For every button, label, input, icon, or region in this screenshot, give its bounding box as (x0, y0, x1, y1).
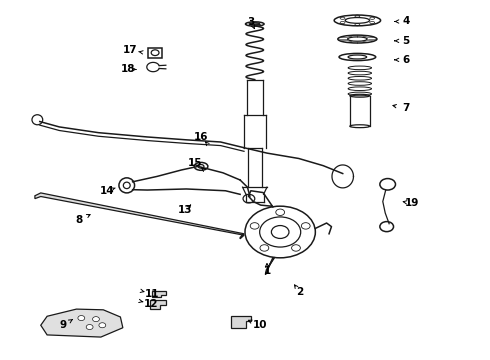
Text: 18: 18 (121, 64, 135, 74)
Text: 11: 11 (145, 289, 159, 299)
Text: 8: 8 (75, 215, 82, 225)
Text: 15: 15 (188, 158, 202, 168)
Polygon shape (41, 309, 123, 337)
Text: 10: 10 (252, 320, 267, 330)
Text: 17: 17 (123, 45, 138, 55)
Polygon shape (150, 301, 166, 309)
Text: 12: 12 (144, 299, 158, 309)
Text: 16: 16 (194, 132, 208, 142)
Text: 14: 14 (100, 186, 115, 196)
Circle shape (93, 317, 99, 321)
Text: 19: 19 (405, 198, 419, 208)
Polygon shape (231, 316, 251, 328)
Text: 1: 1 (263, 266, 270, 276)
Text: 9: 9 (60, 320, 67, 330)
Circle shape (86, 324, 93, 329)
Polygon shape (35, 193, 244, 239)
Bar (148, 48, 162, 58)
Text: 2: 2 (296, 287, 303, 297)
Circle shape (78, 316, 85, 320)
Text: 3: 3 (248, 17, 255, 27)
Polygon shape (152, 291, 166, 297)
Text: 7: 7 (403, 103, 410, 113)
Text: 6: 6 (403, 55, 410, 65)
Text: 13: 13 (178, 206, 193, 216)
Text: 5: 5 (403, 36, 410, 46)
Text: 4: 4 (403, 17, 410, 27)
Circle shape (99, 323, 106, 328)
